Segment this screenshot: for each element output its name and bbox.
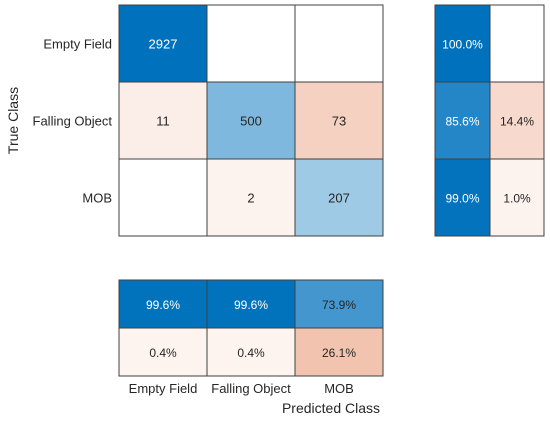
column-summary-correct: 99.6% <box>146 298 180 312</box>
row-summary-incorrect: 14.4% <box>500 115 534 129</box>
column-summary-cell <box>206 279 296 329</box>
matrix-cell-value: 2 <box>247 191 254 206</box>
column-summary-incorrect: 0.4% <box>237 346 265 360</box>
column-summary-correct: 73.9% <box>322 298 356 312</box>
row-label: Falling Object <box>33 114 113 129</box>
column-summary-incorrect: 0.4% <box>149 346 177 360</box>
matrix-cell-value: 73 <box>332 114 346 129</box>
x-axis-title: Predicted Class <box>282 400 380 416</box>
matrix-cell <box>294 158 384 237</box>
matrix-cell <box>206 158 296 237</box>
column-summary-cell <box>118 327 208 377</box>
column-label: MOB <box>324 381 354 396</box>
matrix-cell-value: 500 <box>240 114 262 129</box>
matrix-cell <box>118 4 208 83</box>
row-label: Empty Field <box>43 37 112 52</box>
y-axis-title: True Class <box>5 87 21 154</box>
matrix-cell <box>206 81 296 160</box>
row-label: MOB <box>82 191 112 206</box>
matrix-cell-value: 2927 <box>149 37 178 52</box>
matrix-cell <box>206 4 296 83</box>
row-summary-cell <box>434 158 491 237</box>
column-summary-cell <box>294 327 384 377</box>
matrix-cell-value: 207 <box>328 191 350 206</box>
column-label: Empty Field <box>129 381 198 396</box>
column-summary-incorrect: 26.1% <box>322 346 356 360</box>
column-summary-correct: 99.6% <box>234 298 268 312</box>
row-summary-cell <box>434 81 491 160</box>
column-summary-cell <box>294 279 384 329</box>
row-summary-correct: 85.6% <box>445 115 479 129</box>
matrix-cell-value: 11 <box>156 114 170 129</box>
matrix-cell <box>294 4 384 83</box>
row-summary-cell <box>489 158 545 237</box>
row-summary-incorrect: 1.0% <box>503 192 531 206</box>
matrix-cell <box>118 81 208 160</box>
column-label: Falling Object <box>211 381 291 396</box>
matrix-cell <box>294 81 384 160</box>
row-summary-cell <box>489 4 545 83</box>
matrix-cell <box>118 158 208 237</box>
row-summary-correct: 99.0% <box>445 192 479 206</box>
column-summary-cell <box>118 279 208 329</box>
row-summary-correct: 100.0% <box>442 38 483 52</box>
